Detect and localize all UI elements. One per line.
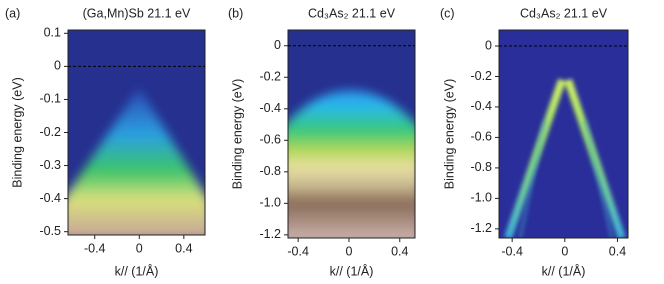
y-tick-label: -0.4 bbox=[470, 99, 492, 113]
y-axis-label: Binding energy (eV) bbox=[442, 79, 456, 189]
x-tick-label: 0.4 bbox=[609, 244, 626, 258]
x-tick-label: -0.4 bbox=[501, 244, 523, 258]
heatmap-image bbox=[288, 30, 415, 238]
x-tick-label: 0 bbox=[561, 244, 568, 258]
y-axis-label: Binding energy (eV) bbox=[230, 79, 244, 189]
y-tick-label: -0.2 bbox=[39, 125, 61, 139]
y-tick-label: 0 bbox=[54, 59, 61, 73]
chart-title: Cd₃As₂ 21.1 eV bbox=[520, 6, 608, 20]
y-tick-label: -0.5 bbox=[39, 224, 61, 238]
y-tick-label: -0.4 bbox=[39, 191, 61, 205]
panel-label: (b) bbox=[228, 6, 243, 20]
y-tick-label: -1.2 bbox=[470, 221, 492, 235]
x-axis-label: k// (1/Å) bbox=[330, 263, 374, 278]
x-axis-label: k// (1/Å) bbox=[542, 263, 586, 278]
x-tick-label: -0.4 bbox=[287, 244, 309, 258]
y-tick-label: -0.8 bbox=[470, 160, 492, 174]
y-tick-label: -0.1 bbox=[39, 92, 61, 106]
heatmap-image bbox=[68, 30, 205, 235]
chart-title: (Ga,Mn)Sb 21.1 eV bbox=[83, 6, 191, 20]
x-axis-label: k// (1/Å) bbox=[115, 263, 159, 278]
panel-label: (a) bbox=[5, 6, 20, 20]
y-tick-label: 0 bbox=[485, 38, 492, 52]
y-tick-label: -0.6 bbox=[259, 133, 281, 147]
y-tick-label: -0.6 bbox=[470, 130, 492, 144]
x-tick-label: 0.4 bbox=[175, 241, 192, 255]
y-axis-label: Binding energy (eV) bbox=[10, 77, 24, 187]
y-tick-label: -0.4 bbox=[259, 101, 281, 115]
x-tick-label: 0 bbox=[136, 241, 143, 255]
y-tick-label: -1.0 bbox=[470, 191, 492, 205]
y-tick-label: -0.2 bbox=[259, 70, 281, 84]
heatmap-image bbox=[499, 30, 628, 238]
chart-title: Cd₃As₂ 21.1 eV bbox=[308, 6, 396, 20]
y-tick-label: 0 bbox=[274, 38, 281, 52]
x-tick-label: -0.4 bbox=[84, 241, 106, 255]
x-tick-label: 0 bbox=[345, 244, 352, 258]
x-tick-label: 0.4 bbox=[391, 244, 408, 258]
plot-frame bbox=[287, 29, 416, 239]
y-tick-label: -1.0 bbox=[259, 196, 281, 210]
y-tick-label: -0.2 bbox=[470, 69, 492, 83]
y-tick-label: -0.8 bbox=[259, 164, 281, 178]
plot-frame bbox=[498, 29, 629, 239]
y-tick-label: -0.3 bbox=[39, 158, 61, 172]
y-tick-label: -1.2 bbox=[259, 227, 281, 241]
y-tick-label: 0.1 bbox=[44, 26, 61, 40]
panel-label: (c) bbox=[440, 6, 455, 20]
